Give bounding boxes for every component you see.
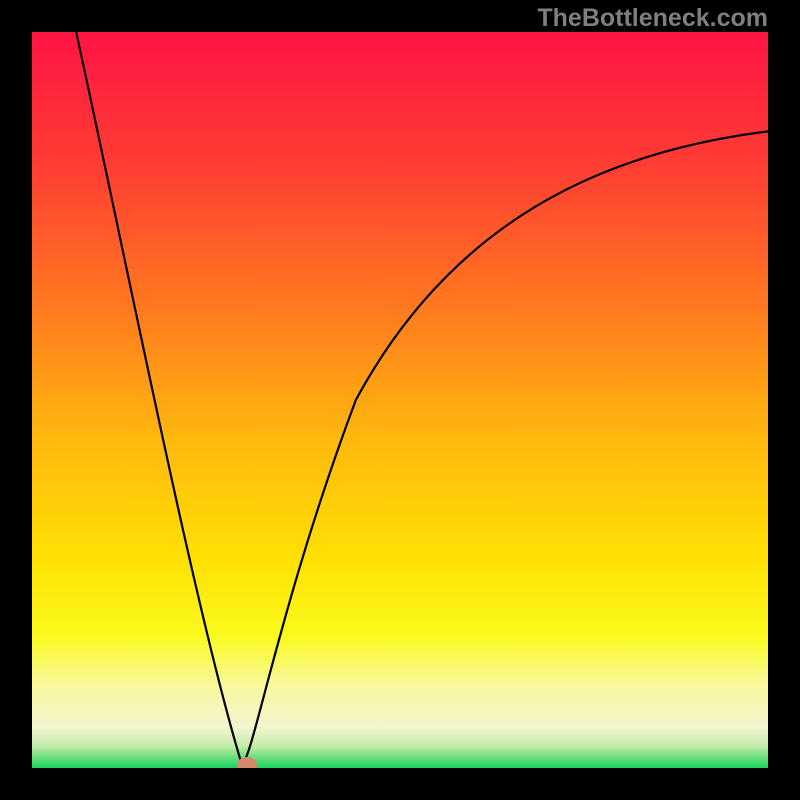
bottleneck-curve bbox=[76, 32, 768, 764]
plot-area bbox=[32, 32, 768, 768]
watermark-text: TheBottleneck.com bbox=[537, 4, 768, 33]
curve-overlay bbox=[32, 32, 768, 768]
